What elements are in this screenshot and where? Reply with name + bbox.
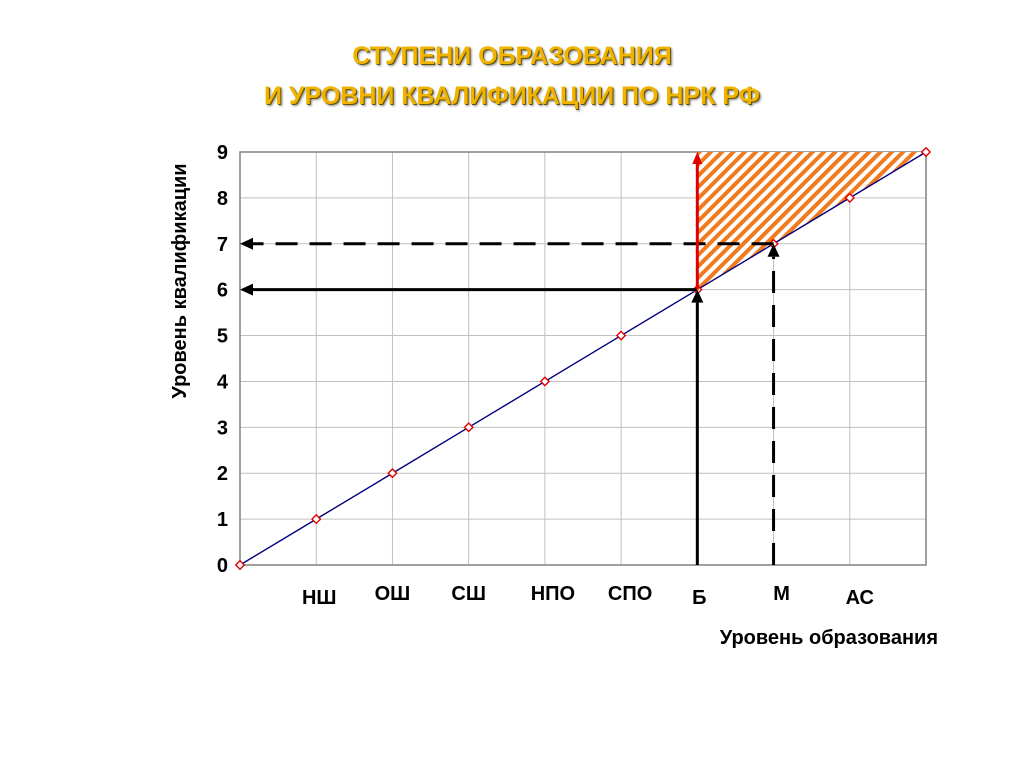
- x-tick-label: СШ: [451, 583, 486, 605]
- y-tick-label: 3: [217, 417, 228, 439]
- data-point: [463, 422, 474, 433]
- x-tick-label: СПО: [608, 583, 652, 605]
- x-tick-label: ОШ: [375, 583, 411, 605]
- data-point: [234, 559, 246, 571]
- x-tick-labels: НШ ОШ СШ НПО СПО Б М АС: [302, 583, 874, 609]
- title-line-2: И УРОВНИ КВАЛИФИКАЦИИ ПО НРК РФ: [264, 82, 760, 110]
- y-axis-label: Уровень квалификации: [169, 163, 191, 398]
- data-point: [920, 146, 932, 158]
- red-arrow-head: [692, 152, 703, 164]
- y-tick-label: 0: [217, 555, 228, 577]
- solid-arrow-head-left: [240, 283, 253, 296]
- series-line: [239, 151, 927, 566]
- x-axis-label: Уровень образования: [720, 627, 938, 649]
- y-tick-label: 8: [217, 188, 228, 210]
- y-tick-label: 4: [217, 371, 229, 393]
- x-tick-label: Б: [692, 587, 706, 609]
- arrow-layer: [240, 152, 780, 565]
- y-tick-label: 7: [217, 234, 228, 256]
- data-point: [387, 468, 398, 479]
- y-tick-labels: 0 1 2 3 4 5 6 7 8 9: [217, 142, 229, 577]
- title-line-1: СТУПЕНИ ОБРАЗОВАНИЯ: [352, 42, 672, 70]
- y-tick-label: 2: [217, 463, 228, 485]
- x-tick-label: НШ: [302, 587, 337, 609]
- x-tick-label: НПО: [531, 583, 575, 605]
- plot-frame: [239, 151, 927, 566]
- dashed-arrow-head-left: [240, 237, 253, 250]
- data-point: [615, 330, 627, 341]
- dashed-arrow-head-up: [767, 243, 780, 257]
- y-tick-label: 6: [217, 280, 228, 302]
- chart-title: СТУПЕНИ ОБРАЗОВАНИЯ И УРОВНИ КВАЛИФИКАЦИ…: [0, 36, 1024, 116]
- data-point: [844, 192, 855, 204]
- solid-arrow-head-up: [691, 289, 704, 303]
- x-tick-label: М: [773, 583, 790, 605]
- y-tick-label: 5: [217, 326, 228, 348]
- y-tick-label: 9: [217, 142, 228, 164]
- y-tick-label: 1: [217, 509, 228, 531]
- x-tick-label: АС: [846, 587, 874, 609]
- data-point: [311, 513, 322, 525]
- data-point: [539, 376, 551, 387]
- series-layer: [234, 146, 932, 571]
